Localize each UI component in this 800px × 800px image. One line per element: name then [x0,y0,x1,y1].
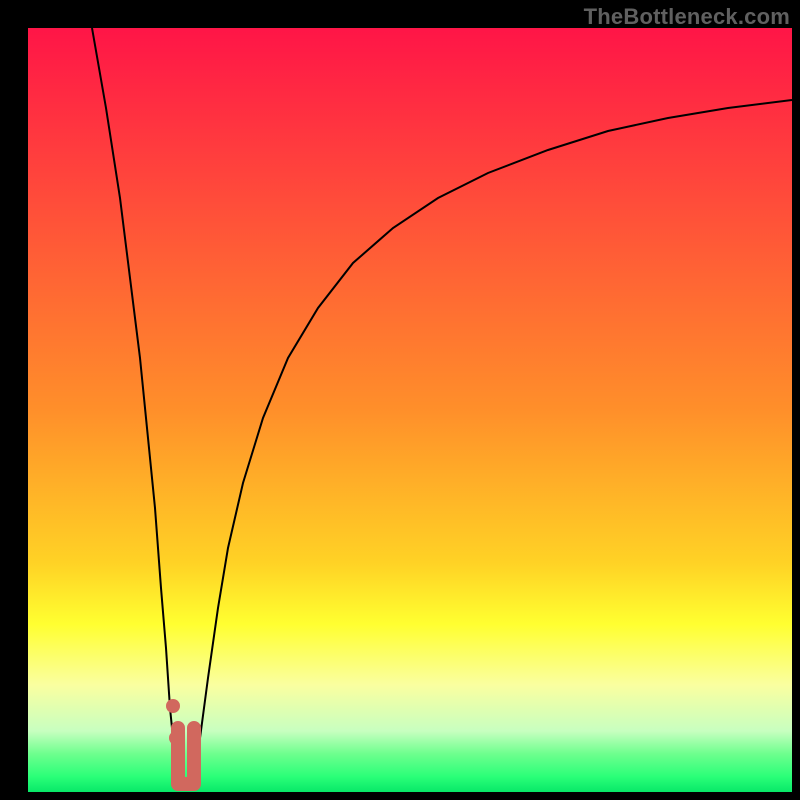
plot-area [28,28,792,792]
watermark-text: TheBottleneck.com [584,4,790,30]
curve-right-branch [194,100,792,784]
highlight-dot [166,699,180,713]
chart-container: TheBottleneck.com [0,0,800,800]
curve-layer [28,28,792,792]
curve-left-branch [92,28,178,784]
highlight-dot [169,731,183,745]
